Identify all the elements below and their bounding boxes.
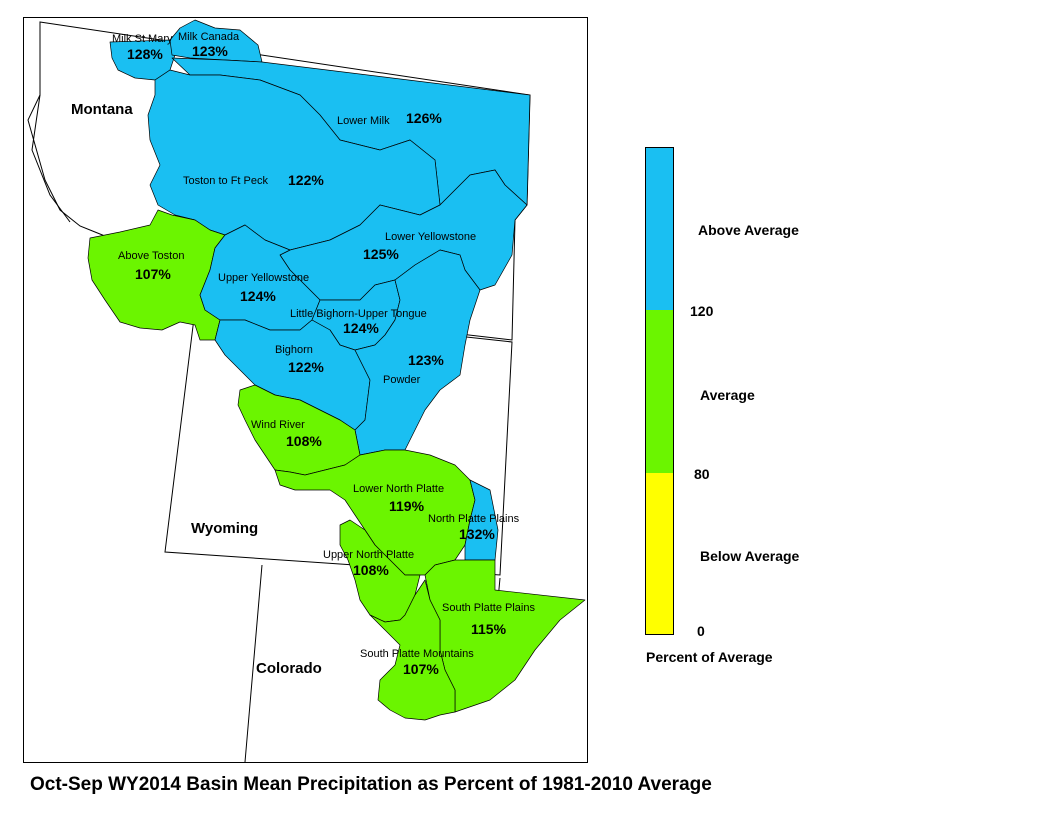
label-south-platte-plains: South Platte Plains (442, 602, 535, 614)
legend-title: Percent of Average (646, 649, 773, 665)
pct-lower-yellowstone: 125% (363, 246, 399, 262)
pct-south-platte-mountains: 107% (403, 661, 439, 677)
label-above-toston: Above Toston (118, 250, 184, 262)
pct-upper-yellowstone: 124% (240, 288, 276, 304)
label-little-bighorn-upper-tongue: Little Bighorn-Upper Tongue (290, 308, 427, 320)
basin-lower-north-platte[interactable] (274, 449, 476, 576)
pct-milk-st-mary: 128% (127, 46, 163, 62)
label-upper-yellowstone: Upper Yellowstone (218, 272, 309, 284)
state-labels: Montana Wyoming Colorado (71, 101, 322, 677)
label-north-platte-plains: North Platte Plains (428, 513, 520, 525)
idaho-border (31, 94, 71, 223)
legend-swatch-below (646, 473, 673, 634)
pct-bighorn: 122% (288, 359, 324, 375)
label-lower-milk: Lower Milk (337, 115, 390, 127)
basin-powder[interactable] (354, 249, 481, 456)
label-toston-ft-peck: Toston to Ft Peck (183, 175, 268, 187)
label-bighorn: Bighorn (275, 344, 313, 356)
pct-little-bighorn-upper-tongue: 124% (343, 320, 379, 336)
legend-tick-0: 0 (697, 623, 705, 639)
pct-powder: 123% (408, 352, 444, 368)
legend-label-above: Above Average (698, 222, 799, 238)
label-milk-canada: Milk Canada (178, 31, 240, 43)
label-wind-river: Wind River (251, 419, 305, 431)
basins (87, 19, 586, 721)
legend-label-average: Average (700, 387, 755, 403)
map-frame (23, 17, 588, 763)
basin-labels: Milk St Mary 128% Milk Canada 123% Lower… (112, 31, 535, 677)
legend-swatch-average (646, 310, 673, 473)
legend-tick-120: 120 (690, 303, 714, 319)
label-lower-north-platte: Lower North Platte (353, 483, 444, 495)
pct-wind-river: 108% (286, 433, 322, 449)
label-upper-north-platte: Upper North Platte (323, 549, 414, 561)
basin-south-platte-mountains[interactable] (369, 579, 456, 721)
legend-color-bar (645, 147, 674, 635)
pct-above-toston: 107% (135, 266, 171, 282)
pct-milk-canada: 123% (192, 43, 228, 59)
basin-milk-canada[interactable] (169, 19, 263, 63)
pct-upper-north-platte: 108% (353, 562, 389, 578)
state-label-wyoming: Wyoming (191, 520, 258, 537)
state-label-colorado: Colorado (256, 660, 322, 677)
pct-lower-north-platte: 119% (389, 498, 425, 514)
label-milk-st-mary: Milk St Mary (112, 33, 173, 45)
pct-lower-milk: 126% (406, 110, 442, 126)
label-powder: Powder (383, 374, 421, 386)
pct-south-platte-plains: 115% (471, 621, 507, 637)
state-label-montana: Montana (71, 101, 133, 118)
label-lower-yellowstone: Lower Yellowstone (385, 231, 476, 243)
pct-toston-ft-peck: 122% (288, 172, 324, 188)
legend-tick-80: 80 (694, 466, 710, 482)
label-south-platte-mountains: South Platte Mountains (360, 648, 474, 660)
pct-north-platte-plains: 132% (459, 526, 495, 542)
legend-swatch-above (646, 148, 673, 310)
map-caption: Oct-Sep WY2014 Basin Mean Precipitation … (30, 774, 712, 795)
legend-label-below: Below Average (700, 548, 800, 564)
